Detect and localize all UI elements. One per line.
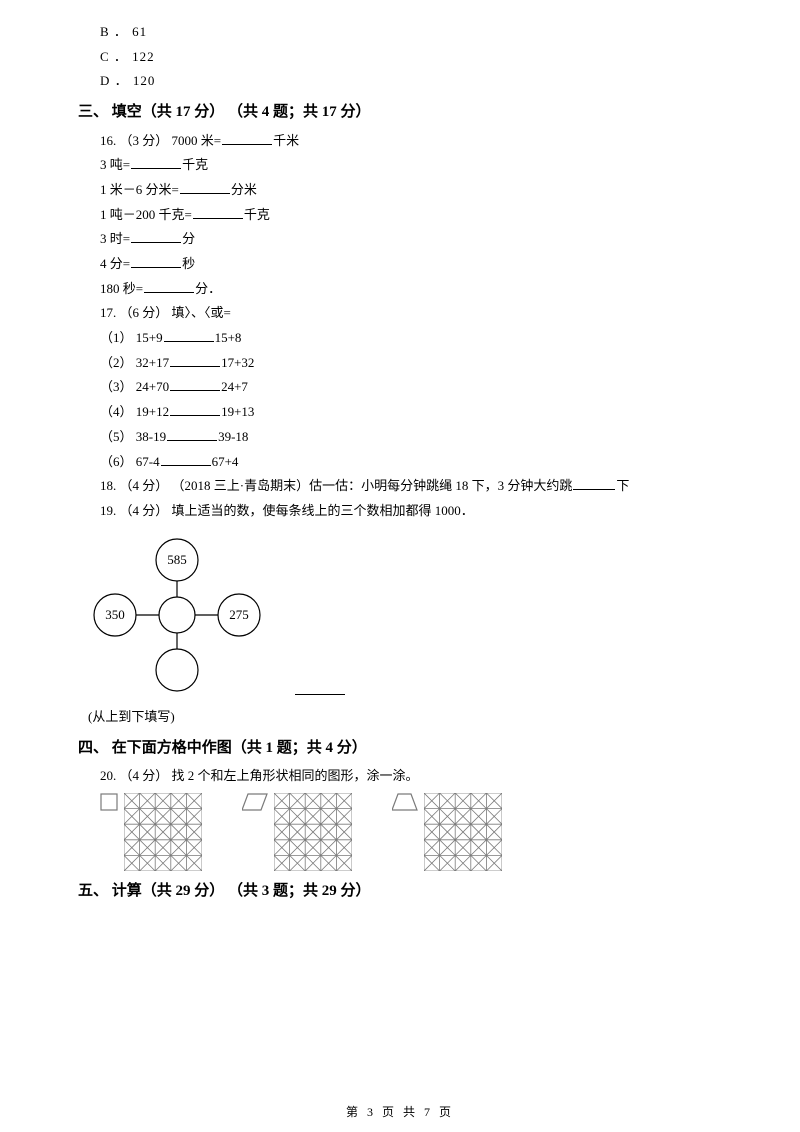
shape-group-3 (392, 793, 502, 871)
blank[interactable] (161, 453, 211, 466)
blank[interactable] (131, 230, 181, 243)
txt: 180 秒= (100, 281, 143, 296)
q16-line4: 1 吨－200 千克= 千克 (78, 203, 722, 228)
txt: 分 (182, 231, 195, 246)
option-d: D ． 120 (78, 69, 722, 94)
grid-1 (124, 793, 202, 871)
q18: 18. （4 分） （2018 三上·青岛期末）估一估：小明每分钟跳绳 18 下… (78, 474, 722, 499)
txt: 分米 (231, 182, 257, 197)
q17-1: （1） 15+9 15+8 (78, 326, 722, 351)
q16-head: 16. （3 分） 7000 米= (100, 133, 221, 148)
txt: （3） 24+70 (100, 379, 169, 394)
q19-note: (从上到下填写) (78, 705, 722, 730)
shape-group-1 (100, 793, 202, 871)
blank[interactable] (295, 682, 345, 695)
svg-text:275: 275 (229, 607, 249, 622)
txt: （2） 32+17 (100, 355, 169, 370)
blank[interactable] (131, 156, 181, 169)
q17-3: （3） 24+70 24+7 (78, 375, 722, 400)
q16-line2: 3 吨= 千克 (78, 153, 722, 178)
txt: 分． (195, 281, 221, 296)
grid-3 (424, 793, 502, 871)
txt: 4 分= (100, 256, 130, 271)
txt: （6） 67-4 (100, 454, 160, 469)
q16-unit: 千米 (273, 133, 299, 148)
txt: 39-18 (218, 429, 248, 444)
txt: 秒 (182, 256, 195, 271)
txt: 3 吨= (100, 157, 130, 172)
txt: （5） 38-19 (100, 429, 166, 444)
blank[interactable] (222, 132, 272, 145)
parallelogram-icon (242, 793, 268, 811)
q17-2: （2） 32+17 17+32 (78, 351, 722, 376)
q16-line5: 3 时= 分 (78, 227, 722, 252)
txt: 千克 (182, 157, 208, 172)
txt: （4） 19+12 (100, 404, 169, 419)
svg-text:350: 350 (105, 607, 125, 622)
q20-shapes (78, 793, 722, 871)
section-3-heading: 三、 填空（共 17 分） （共 4 题；共 17 分） (78, 98, 722, 127)
blank[interactable] (170, 403, 220, 416)
trapezoid-icon (392, 793, 418, 811)
option-c: C ． 122 (78, 45, 722, 70)
q19: 19. （4 分） 填上适当的数，使每条线上的三个数相加都得 1000． (78, 499, 722, 524)
txt: 3 时= (100, 231, 130, 246)
q17-6: （6） 67-4 67+4 (78, 450, 722, 475)
txt: 下 (616, 478, 629, 493)
grid-2 (274, 793, 352, 871)
blank[interactable] (131, 255, 181, 268)
q16-line7: 180 秒= 分． (78, 277, 722, 302)
q20: 20. （4 分） 找 2 个和左上角形状相同的图形，涂一涂。 (78, 764, 722, 789)
square-icon (100, 793, 118, 811)
txt: 千克 (244, 207, 270, 222)
blank[interactable] (164, 329, 214, 342)
blank[interactable] (180, 181, 230, 194)
blank[interactable] (167, 428, 217, 441)
shape-group-2 (242, 793, 352, 871)
txt: （1） 15+9 (100, 330, 163, 345)
txt: 24+7 (221, 379, 248, 394)
svg-text:585: 585 (167, 552, 187, 567)
q17-4: （4） 19+12 19+13 (78, 400, 722, 425)
blank[interactable] (573, 477, 615, 490)
q16-line1: 16. （3 分） 7000 米= 千米 (78, 129, 722, 154)
cross-diagram-icon: 585 350 275 (92, 530, 262, 695)
page-footer: 第 3 页 共 7 页 (0, 1101, 800, 1124)
q19-diagram: 585 350 275 (78, 530, 722, 704)
blank[interactable] (193, 206, 243, 219)
txt: 67+4 (212, 454, 239, 469)
txt: 15+8 (215, 330, 242, 345)
option-b: B ． 61 (78, 20, 722, 45)
txt: 1 吨－200 千克= (100, 207, 192, 222)
section-4-heading: 四、 在下面方格中作图（共 1 题；共 4 分） (78, 734, 722, 763)
section-5-heading: 五、 计算（共 29 分） （共 3 题；共 29 分） (78, 877, 722, 906)
txt: 18. （4 分） （2018 三上·青岛期末）估一估：小明每分钟跳绳 18 下… (100, 478, 572, 493)
blank[interactable] (144, 280, 194, 293)
q17-5: （5） 38-19 39-18 (78, 425, 722, 450)
blank[interactable] (170, 378, 220, 391)
txt: 1 米－6 分米= (100, 182, 179, 197)
q17-head: 17. （6 分） 填〉、〈或= (78, 301, 722, 326)
txt: 17+32 (221, 355, 254, 370)
txt: 19+13 (221, 404, 254, 419)
blank[interactable] (170, 354, 220, 367)
q16-line3: 1 米－6 分米= 分米 (78, 178, 722, 203)
q16-line6: 4 分= 秒 (78, 252, 722, 277)
